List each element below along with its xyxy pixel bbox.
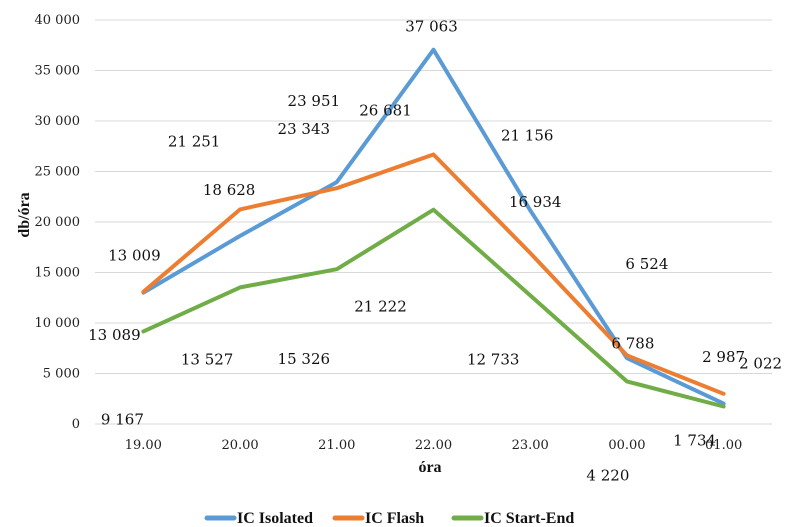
series-line-ic-isolated bbox=[141, 47, 726, 406]
data-label: 37 063 bbox=[405, 18, 458, 36]
y-tick-label: 30 000 bbox=[35, 114, 81, 129]
data-label: 26 681 bbox=[359, 102, 412, 120]
legend-label: IC Isolated bbox=[237, 510, 313, 527]
data-label: 16 934 bbox=[509, 193, 562, 211]
gridlines bbox=[95, 19, 772, 425]
data-label: 23 343 bbox=[278, 120, 331, 138]
legend: IC Isolated IC Flash IC Start-End bbox=[204, 510, 574, 527]
data-label: 4 220 bbox=[586, 466, 629, 484]
y-tick-label: 10 000 bbox=[35, 316, 81, 331]
data-label: 13 527 bbox=[181, 350, 234, 368]
x-tick-label: 23.00 bbox=[512, 438, 549, 453]
series-line-ic-flash bbox=[141, 152, 726, 396]
x-tick-label: 00.00 bbox=[608, 438, 645, 453]
y-tick-label: 25 000 bbox=[35, 165, 81, 180]
y-tick-label: 35 000 bbox=[35, 64, 81, 79]
data-label: 15 326 bbox=[278, 350, 331, 368]
data-label: 12 733 bbox=[467, 350, 520, 368]
data-label: 18 628 bbox=[203, 181, 256, 199]
data-label: 6 524 bbox=[625, 255, 668, 273]
y-tick-label: 5 000 bbox=[43, 367, 80, 382]
legend-label: IC Start-End bbox=[484, 510, 574, 527]
data-label: 2 987 bbox=[702, 348, 745, 366]
data-label: 9 167 bbox=[101, 410, 144, 428]
x-axis-title: óra bbox=[418, 459, 441, 476]
y-tick-label: 40 000 bbox=[35, 13, 81, 28]
series-lines bbox=[141, 47, 726, 409]
x-axis-ticks: 19.00 20.00 21.00 22.00 23.00 00.00 01.00 bbox=[125, 438, 743, 453]
data-label: 1 734 bbox=[673, 432, 716, 450]
series-line-ic-start-end bbox=[141, 207, 726, 409]
data-label: 13 009 bbox=[108, 247, 161, 265]
data-label: 2 022 bbox=[739, 355, 782, 373]
x-tick-label: 20.00 bbox=[221, 438, 258, 453]
y-axis-title: db/óra bbox=[16, 192, 33, 237]
data-label: 21 251 bbox=[168, 132, 221, 150]
data-label: 6 788 bbox=[611, 334, 654, 352]
y-tick-label: 15 000 bbox=[35, 266, 81, 281]
x-tick-label: 21.00 bbox=[318, 438, 355, 453]
y-tick-label: 20 000 bbox=[35, 215, 81, 230]
data-labels: 13 009 18 628 23 951 37 063 21 156 6 524 2 022… bbox=[88, 18, 782, 485]
data-label: 21 156 bbox=[501, 126, 554, 144]
legend-label: IC Flash bbox=[365, 510, 424, 527]
x-tick-label: 22.00 bbox=[415, 438, 452, 453]
x-tick-label: 19.00 bbox=[125, 438, 162, 453]
data-label: 23 951 bbox=[288, 92, 341, 110]
y-axis-ticks: 0 5 000 10 000 15 000 20 000 25 000 30 000 35 0… bbox=[35, 13, 81, 432]
x-tick-label: 01.00 bbox=[705, 438, 742, 453]
data-label: 21 222 bbox=[354, 298, 407, 316]
data-label: 13 089 bbox=[88, 326, 141, 344]
y-tick-label: 0 bbox=[72, 417, 80, 432]
